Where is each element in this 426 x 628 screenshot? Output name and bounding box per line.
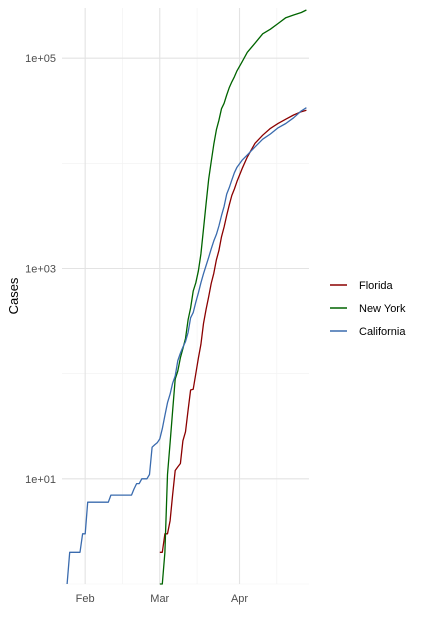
series-line-new-york bbox=[159, 9, 307, 585]
y-tick-label: 1e+03 bbox=[25, 264, 56, 276]
x-tick-label: Apr bbox=[231, 593, 248, 605]
x-tick-label: Feb bbox=[76, 593, 95, 605]
legend: Florida New York California bbox=[330, 280, 406, 338]
series-line-florida bbox=[159, 109, 307, 553]
y-tick-label: 1e+01 bbox=[25, 474, 56, 486]
x-tick-label: Mar bbox=[150, 593, 169, 605]
major-gridlines bbox=[62, 8, 309, 584]
series-lines bbox=[66, 9, 307, 585]
legend-label-new-york: New York bbox=[359, 303, 406, 315]
y-tick-label: 1e+05 bbox=[25, 53, 56, 65]
legend-label-california: California bbox=[359, 326, 406, 338]
series-line-california bbox=[66, 107, 307, 585]
x-axis-tick-labels: Feb Mar Apr bbox=[76, 593, 249, 605]
minor-gridlines bbox=[62, 8, 309, 585]
legend-label-florida: Florida bbox=[359, 280, 394, 292]
y-axis-title: Cases bbox=[6, 277, 21, 314]
y-axis-tick-labels: 1e+01 1e+03 1e+05 bbox=[25, 53, 56, 486]
